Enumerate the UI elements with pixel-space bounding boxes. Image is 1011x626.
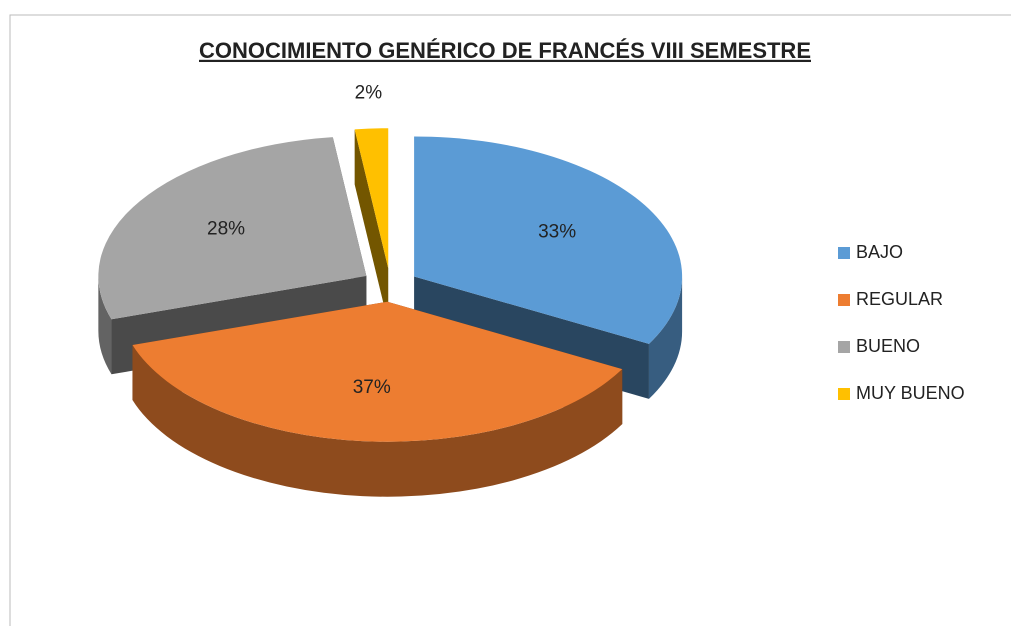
chart-frame — [9, 14, 1011, 626]
slice-side — [354, 129, 389, 324]
legend-label: REGULAR — [856, 289, 943, 309]
legend-label: BUENO — [856, 336, 920, 356]
legend-swatch — [838, 294, 850, 306]
slice — [98, 137, 367, 320]
slice — [354, 128, 389, 269]
legend-swatch — [838, 247, 850, 259]
legend-swatch — [838, 388, 850, 400]
slice-side — [132, 344, 623, 497]
slice-side — [98, 275, 112, 375]
data-label: 37% — [353, 377, 391, 398]
slice-side — [648, 276, 683, 399]
slice — [132, 301, 623, 442]
slice — [414, 136, 683, 344]
legend-swatch — [838, 341, 850, 353]
legend-label: MUY BUENO — [856, 383, 965, 403]
data-label: 2% — [355, 82, 383, 103]
chart-title: CONOCIMIENTO GENÉRICO DE FRANCÉS VIII SE… — [199, 38, 811, 63]
data-label: 28% — [207, 219, 245, 240]
data-label: 33% — [538, 221, 576, 242]
legend-label: BAJO — [856, 242, 903, 262]
